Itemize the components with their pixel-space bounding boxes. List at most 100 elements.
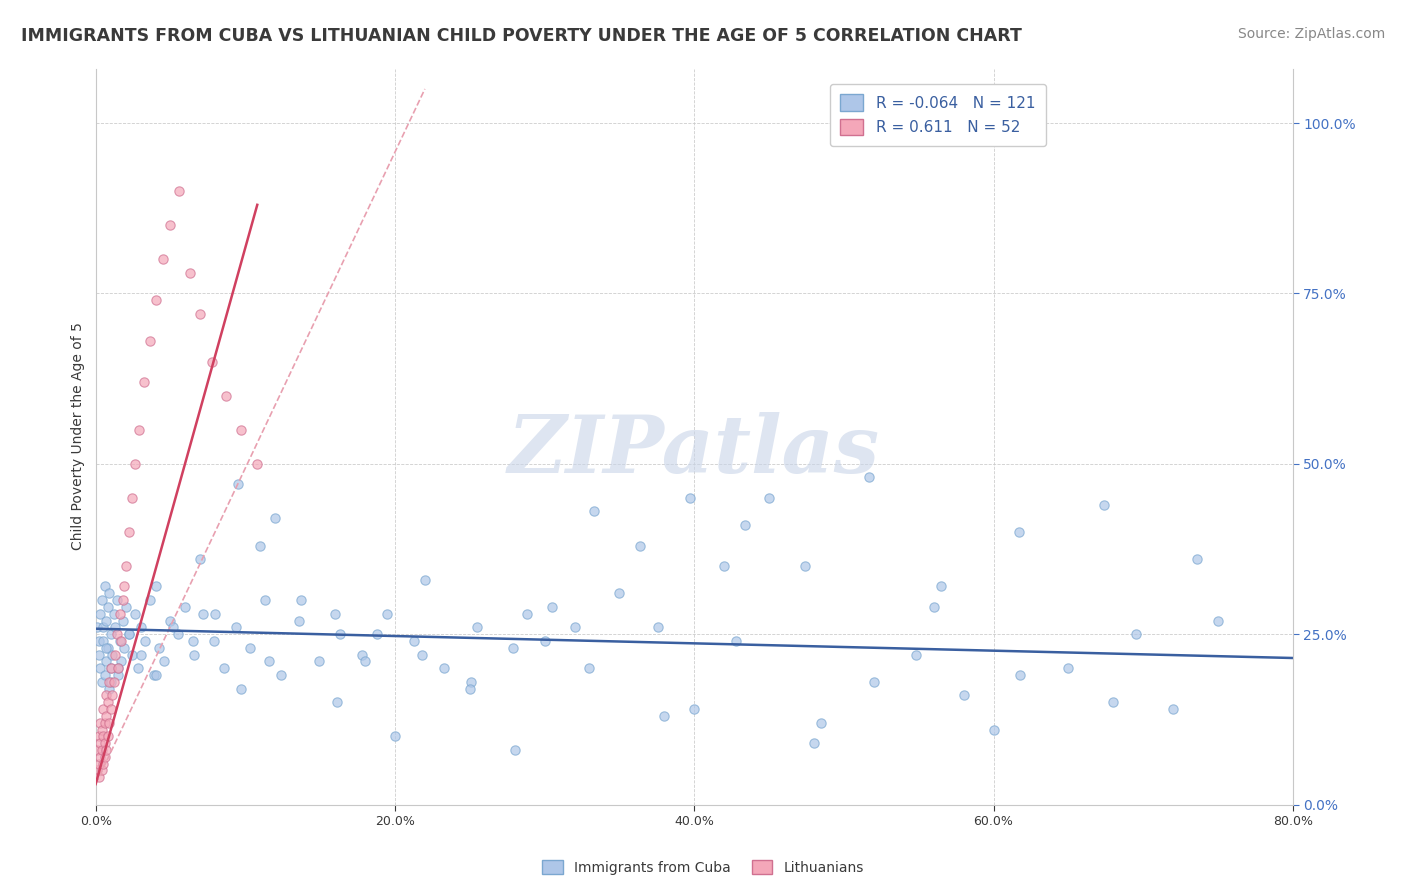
Point [94, 689, 117, 703]
Point [91, 634, 114, 648]
Point [215, 389, 238, 403]
Legend: R = -0.064   N = 121, R = 0.611   N = 52: R = -0.064 N = 121, R = 0.611 N = 52 [830, 84, 1046, 146]
Point [810, 715, 832, 730]
Point [159, 614, 181, 628]
Point [929, 579, 952, 593]
Point [104, 620, 127, 634]
Point [181, 634, 204, 648]
Point [103, 674, 125, 689]
Point [90, 743, 112, 757]
Point [193, 607, 215, 621]
Point [1057, 661, 1080, 675]
Point [117, 627, 139, 641]
Point [107, 661, 129, 675]
Point [91, 756, 114, 771]
Point [103, 607, 125, 621]
Point [105, 627, 128, 641]
Point [983, 723, 1005, 737]
Point [628, 539, 651, 553]
Point [105, 593, 128, 607]
Point [1092, 498, 1115, 512]
Point [91, 730, 114, 744]
Point [922, 599, 945, 614]
Point [190, 552, 212, 566]
Point [148, 640, 170, 655]
Point [86, 620, 108, 634]
Point [94, 614, 117, 628]
Point [93, 579, 115, 593]
Point [87, 770, 110, 784]
Point [111, 593, 134, 607]
Point [87, 756, 110, 771]
Point [100, 627, 122, 641]
Point [94, 654, 117, 668]
Point [564, 620, 586, 634]
Point [758, 491, 780, 505]
Point [246, 457, 269, 471]
Point [110, 654, 132, 668]
Point [100, 702, 122, 716]
Point [308, 654, 330, 668]
Point [107, 668, 129, 682]
Point [100, 674, 122, 689]
Point [112, 640, 135, 655]
Point [225, 620, 247, 634]
Point [91, 702, 114, 716]
Point [145, 668, 167, 682]
Point [264, 511, 287, 525]
Point [153, 654, 176, 668]
Point [94, 743, 117, 757]
Point [713, 559, 735, 574]
Point [86, 743, 108, 757]
Point [458, 681, 481, 696]
Point [98, 586, 121, 600]
Point [239, 640, 262, 655]
Point [89, 736, 111, 750]
Point [179, 266, 201, 280]
Point [90, 593, 112, 607]
Point [533, 634, 555, 648]
Point [350, 648, 373, 662]
Point [89, 749, 111, 764]
Point [86, 764, 108, 778]
Point [270, 668, 292, 682]
Point [129, 648, 152, 662]
Point [87, 730, 110, 744]
Point [152, 252, 174, 267]
Point [108, 634, 131, 648]
Text: Source: ZipAtlas.com: Source: ZipAtlas.com [1237, 27, 1385, 41]
Point [87, 634, 110, 648]
Point [128, 423, 150, 437]
Point [138, 334, 160, 348]
Point [97, 599, 120, 614]
Point [93, 715, 115, 730]
Point [167, 627, 190, 641]
Y-axis label: Child Poverty Under the Age of 5: Child Poverty Under the Age of 5 [72, 323, 86, 550]
Point [143, 668, 166, 682]
Point [288, 614, 311, 628]
Point [652, 709, 675, 723]
Point [952, 689, 974, 703]
Point [117, 524, 139, 539]
Point [578, 661, 600, 675]
Point [98, 674, 121, 689]
Point [169, 184, 191, 198]
Point [100, 661, 122, 675]
Point [516, 607, 538, 621]
Point [174, 599, 197, 614]
Point [503, 743, 526, 757]
Point [609, 586, 631, 600]
Point [1010, 668, 1032, 682]
Point [502, 640, 524, 655]
Point [107, 661, 129, 675]
Point [89, 715, 111, 730]
Point [1185, 552, 1208, 566]
Point [87, 648, 110, 662]
Point [101, 648, 124, 662]
Point [117, 627, 139, 641]
Point [404, 634, 426, 648]
Point [145, 293, 167, 308]
Point [162, 620, 184, 634]
Point [124, 607, 146, 621]
Point [433, 661, 456, 675]
